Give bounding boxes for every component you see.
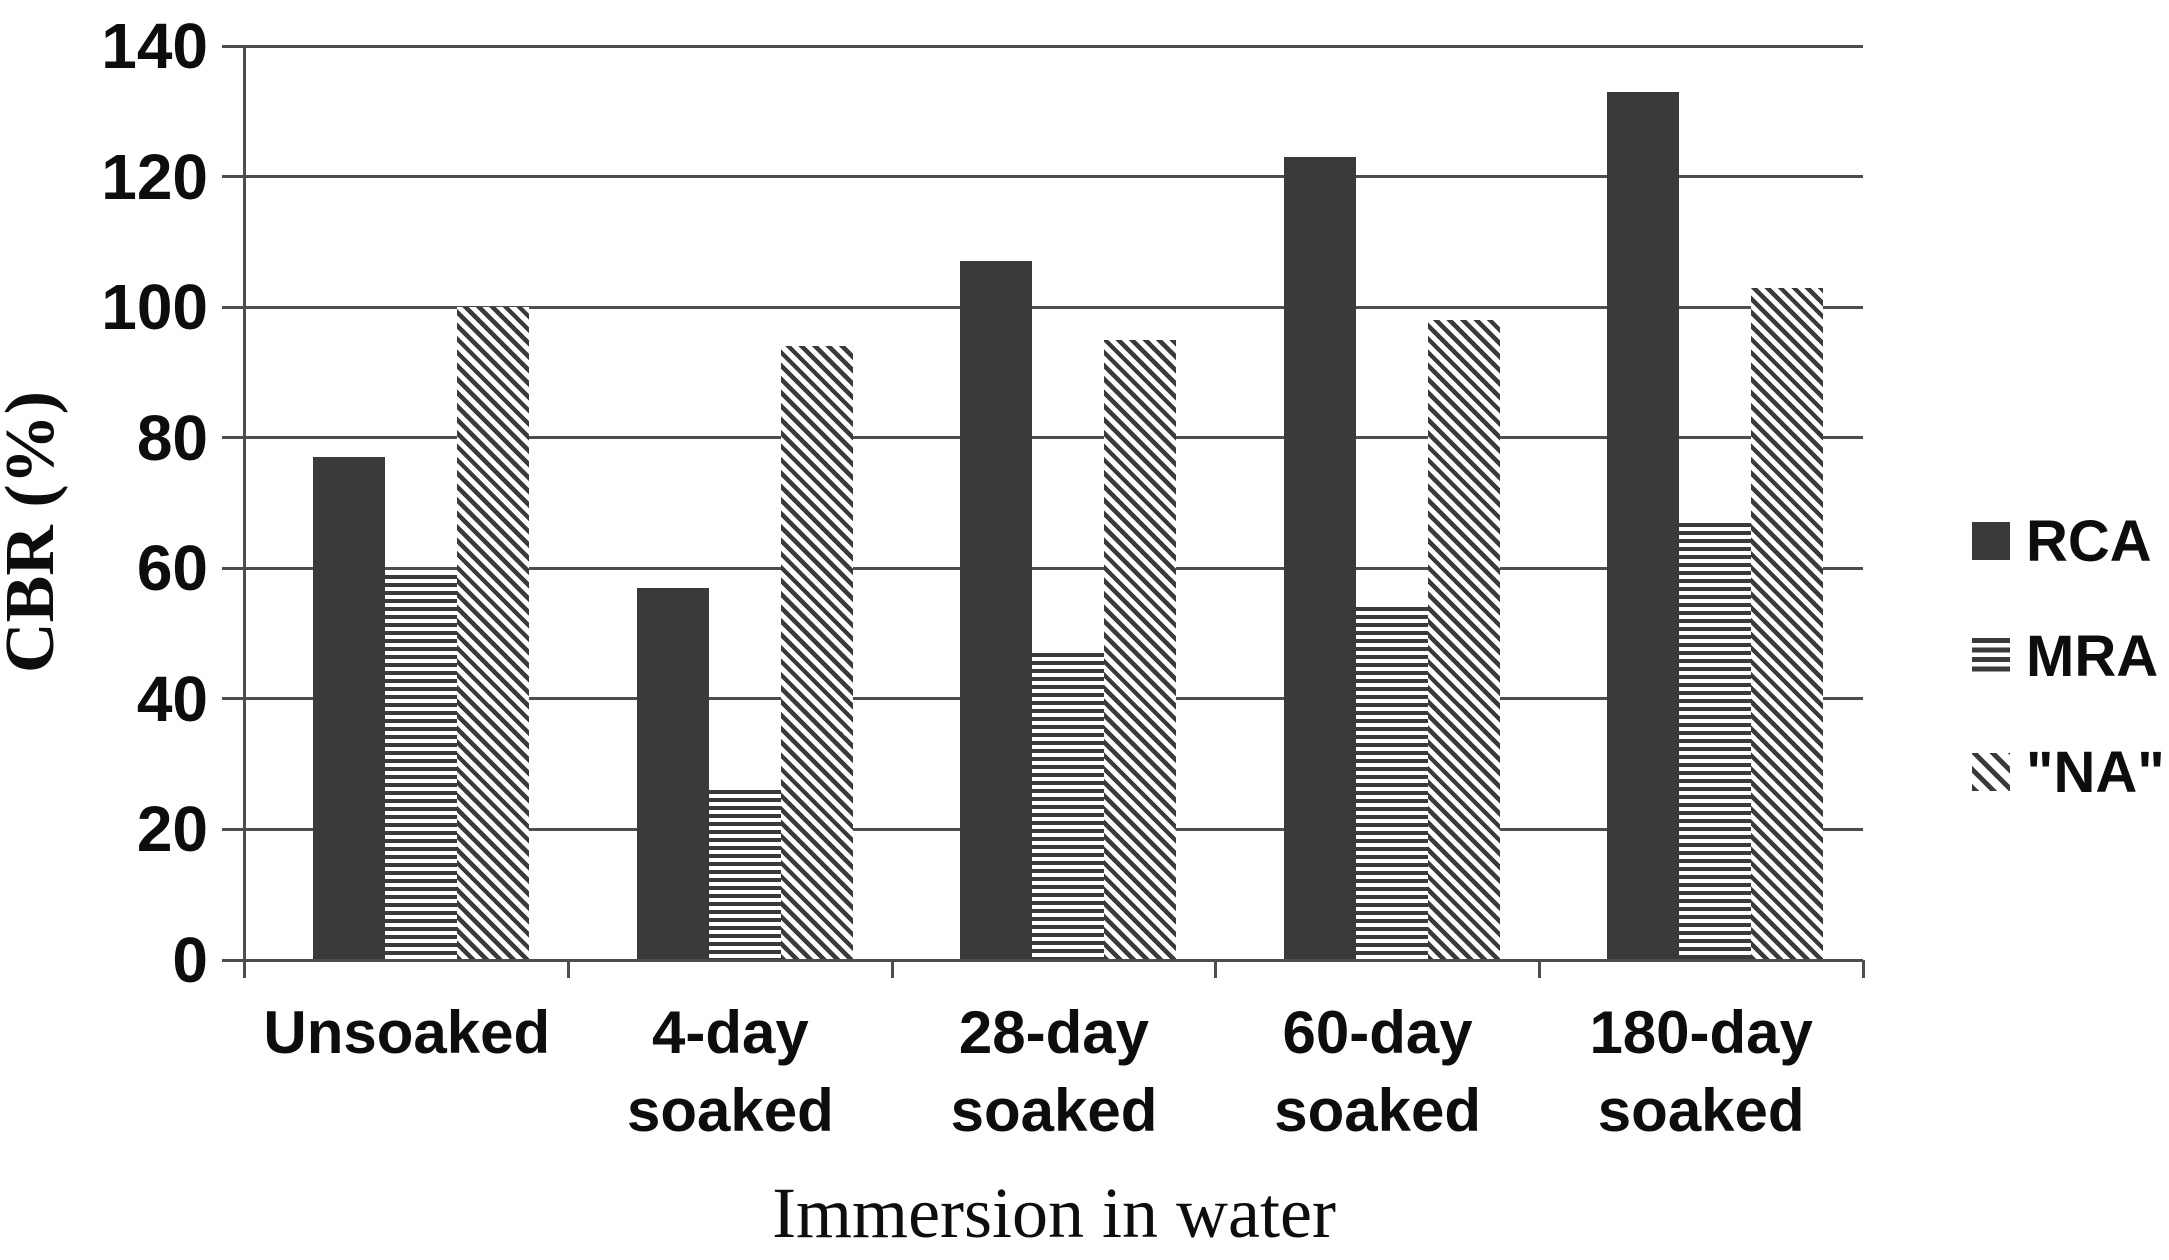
gridline-100 — [245, 305, 1863, 309]
bar-NA-2 — [780, 346, 853, 960]
x-tickmark-3 — [1214, 960, 1218, 978]
bar-RCA-1 — [313, 457, 385, 960]
legend-swatch-RCA — [1972, 522, 2010, 560]
bar-RCA-5 — [1607, 91, 1680, 960]
legend-label: RCA — [2026, 508, 2152, 574]
bar-RCA-2 — [636, 587, 709, 960]
gridline-60 — [245, 566, 1863, 570]
y-tickmark-140 — [222, 44, 245, 48]
x-axis-line — [222, 958, 1863, 962]
bar-NA-4 — [1427, 320, 1500, 960]
x-axis-title: Immersion in water — [772, 1173, 1336, 1253]
bar-RCA-4 — [1283, 156, 1356, 960]
y-tickmark-40 — [222, 697, 245, 701]
gridline-140 — [245, 44, 1863, 48]
x-tickmark-4 — [1537, 960, 1541, 978]
bar-NA-5 — [1751, 287, 1824, 960]
gridline-120 — [245, 175, 1863, 179]
bar-MRA-1 — [385, 574, 457, 960]
bar-MRA-4 — [1355, 607, 1428, 960]
y-tickmark-60 — [222, 566, 245, 570]
category-label-line: Unsoaked — [263, 999, 551, 1066]
y-tickmark-100 — [222, 305, 245, 309]
category-label-5: 180-day soaked — [1539, 994, 1863, 1150]
y-tickmark-80 — [222, 436, 245, 440]
legend-item-NA: "NA" — [1972, 740, 2165, 805]
y-tick-label-20: 20 — [136, 793, 208, 866]
category-label-3: 28-day soaked — [892, 994, 1216, 1150]
y-tick-label-60: 60 — [136, 532, 208, 605]
category-label-line: 180-day — [1589, 999, 1813, 1066]
legend-swatch-NA — [1972, 753, 2010, 791]
bar-MRA-2 — [708, 790, 781, 960]
y-tickmark-0 — [222, 958, 245, 962]
y-axis-line — [243, 46, 246, 978]
y-tick-label-0: 0 — [172, 924, 208, 996]
category-label-line: 60-day — [1282, 999, 1473, 1066]
category-label-line: soaked — [1274, 1077, 1481, 1144]
y-tick-label-80: 80 — [136, 401, 208, 474]
category-label-2: 4-day soaked — [569, 994, 893, 1150]
y-tick-label-120: 120 — [101, 140, 208, 213]
category-label-1: Unsoaked — [245, 994, 569, 1072]
bar-NA-3 — [1104, 339, 1177, 960]
category-label-line: 28-day — [958, 999, 1150, 1066]
y-tick-label-140: 140 — [101, 10, 208, 82]
category-label-line: soaked — [1597, 1077, 1805, 1144]
bar-MRA-5 — [1679, 522, 1752, 960]
legend-item-MRA: MRA — [1972, 624, 2158, 689]
category-label-line: soaked — [627, 1077, 834, 1144]
x-tickmark-2 — [890, 960, 894, 978]
legend-swatch-MRA — [1972, 637, 2010, 676]
y-tickmark-20 — [222, 827, 245, 831]
gridline-80 — [245, 436, 1863, 440]
category-label-line: soaked — [950, 1077, 1158, 1144]
category-label-line: 4-day — [652, 999, 809, 1066]
bar-MRA-3 — [1032, 653, 1105, 960]
category-label-4: 60-day soaked — [1216, 994, 1540, 1150]
y-tickmark-120 — [222, 175, 245, 179]
y-tick-label-100: 100 — [101, 271, 208, 344]
bar-NA-1 — [457, 307, 529, 960]
y-tick-label-40: 40 — [136, 662, 208, 735]
legend-label: "NA" — [2026, 739, 2165, 805]
legend-label: MRA — [2026, 624, 2159, 689]
x-tickmark-5 — [1861, 960, 1865, 978]
x-tickmark-1 — [567, 960, 571, 978]
legend-item-RCA: RCA — [1972, 509, 2152, 574]
bar-RCA-3 — [960, 261, 1033, 960]
